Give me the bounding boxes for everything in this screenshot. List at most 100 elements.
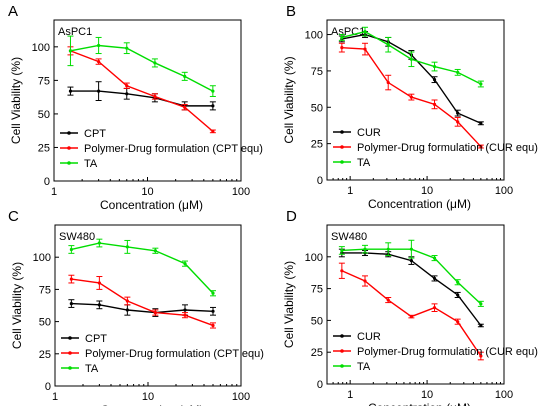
legend-swatch-marker (68, 336, 72, 340)
y-tick-label: 50 (39, 317, 51, 329)
data-point (97, 281, 101, 285)
data-point (363, 279, 367, 283)
legend-entry: Polymer-Drug formulation (CUR equ) (333, 346, 538, 358)
legend-swatch-marker (68, 351, 72, 355)
x-tick-label: 1 (51, 186, 57, 198)
data-point (153, 249, 157, 253)
x-tick-label: 100 (232, 186, 250, 198)
data-point (432, 256, 437, 260)
data-point (479, 302, 483, 306)
legend-swatch-marker (340, 349, 344, 353)
legend-label: CUR (357, 127, 381, 139)
y-tick-label: 75 (39, 284, 51, 296)
panel-label: A (8, 3, 18, 20)
data-point (125, 92, 129, 96)
legend-swatch-marker (67, 131, 71, 135)
y-tick-label: 75 (311, 284, 323, 296)
data-point (153, 61, 157, 65)
data-point (68, 89, 73, 93)
legend-label: TA (84, 158, 98, 170)
data-point (125, 299, 129, 303)
data-point (432, 306, 437, 310)
y-tick-label: 50 (38, 109, 50, 121)
x-axis-title: Concentration (μM) (100, 198, 203, 212)
series-line (71, 242, 214, 294)
data-point (211, 309, 215, 313)
data-point (97, 303, 101, 307)
data-point (363, 247, 367, 251)
y-tick-label: 0 (44, 176, 50, 188)
data-point (97, 241, 101, 245)
data-point (125, 245, 129, 249)
data-point (456, 111, 460, 115)
data-point (386, 80, 390, 85)
data-point (432, 276, 437, 281)
data-point (409, 314, 413, 319)
plot-frame (326, 19, 505, 181)
series-line (70, 90, 213, 107)
data-point (409, 259, 413, 263)
x-tick-label: 1 (52, 391, 58, 403)
data-point (125, 308, 129, 312)
legend-label: CUR (357, 331, 381, 343)
series-1 (68, 274, 217, 329)
data-point (479, 82, 483, 86)
series-1 (338, 42, 484, 149)
data-point (340, 248, 344, 253)
data-point (456, 70, 460, 74)
data-point (183, 262, 187, 266)
y-tick-label: 50 (311, 315, 323, 327)
x-tick-label: 1 (347, 389, 353, 401)
data-point (211, 89, 215, 93)
plot-frame (326, 224, 505, 385)
data-point (183, 313, 187, 317)
x-tick-label: 10 (421, 389, 433, 401)
data-point (125, 46, 129, 50)
data-point (211, 129, 215, 133)
y-tick-label: 100 (32, 42, 50, 54)
data-point (211, 291, 215, 295)
y-tick-label: 0 (317, 175, 323, 187)
y-tick-label: 25 (39, 349, 51, 361)
legend-entry: Polymer-Drug formulation (CPT equ) (61, 348, 264, 360)
chart-panel-d: D SW480 0 25 50 75 100 1 10 100 Concentration (μM)… (282, 208, 538, 406)
y-tick-label: 0 (45, 381, 51, 393)
x-tick-label: 100 (495, 389, 513, 401)
x-tick-label: 10 (421, 185, 433, 197)
legend-entry: CUR (333, 331, 381, 343)
legend-swatch-marker (340, 130, 344, 134)
y-tick-label: 25 (311, 347, 323, 359)
panel-label: B (286, 3, 296, 20)
data-point (409, 57, 413, 61)
series-0 (67, 81, 216, 111)
y-tick-label: 75 (311, 66, 323, 78)
legend-entry: TA (333, 157, 371, 169)
legend-swatch-marker (340, 334, 344, 338)
data-point (125, 84, 129, 88)
x-tick-label: 100 (232, 391, 250, 403)
series-line (71, 278, 214, 327)
legend-label: Polymer-Drug formulation (CUR equ) (357, 346, 538, 358)
y-tick-label: 25 (38, 142, 50, 154)
series-1 (67, 46, 216, 134)
cell-line-label: AsPC1 (58, 26, 92, 38)
data-point (211, 323, 215, 328)
legend-label: Polymer-Drug formulation (CPT equ) (84, 143, 263, 155)
y-tick-label: 100 (305, 30, 323, 42)
data-point (432, 102, 437, 106)
y-tick-label: 100 (305, 252, 323, 264)
plot-frame (53, 19, 242, 182)
data-point (456, 320, 460, 324)
y-axis-title: Cell Viability (%) (10, 262, 24, 349)
data-point (456, 120, 460, 124)
legend-swatch-marker (68, 366, 72, 370)
series-0 (338, 31, 484, 126)
data-point (97, 43, 101, 48)
legend-label: CPT (84, 128, 106, 140)
legend-entry: CPT (61, 333, 107, 345)
legend-label: Polymer-Drug formulation (CPT equ) (85, 348, 264, 360)
x-tick-label: 10 (142, 391, 154, 403)
data-point (479, 144, 483, 149)
y-tick-label: 0 (317, 379, 323, 391)
